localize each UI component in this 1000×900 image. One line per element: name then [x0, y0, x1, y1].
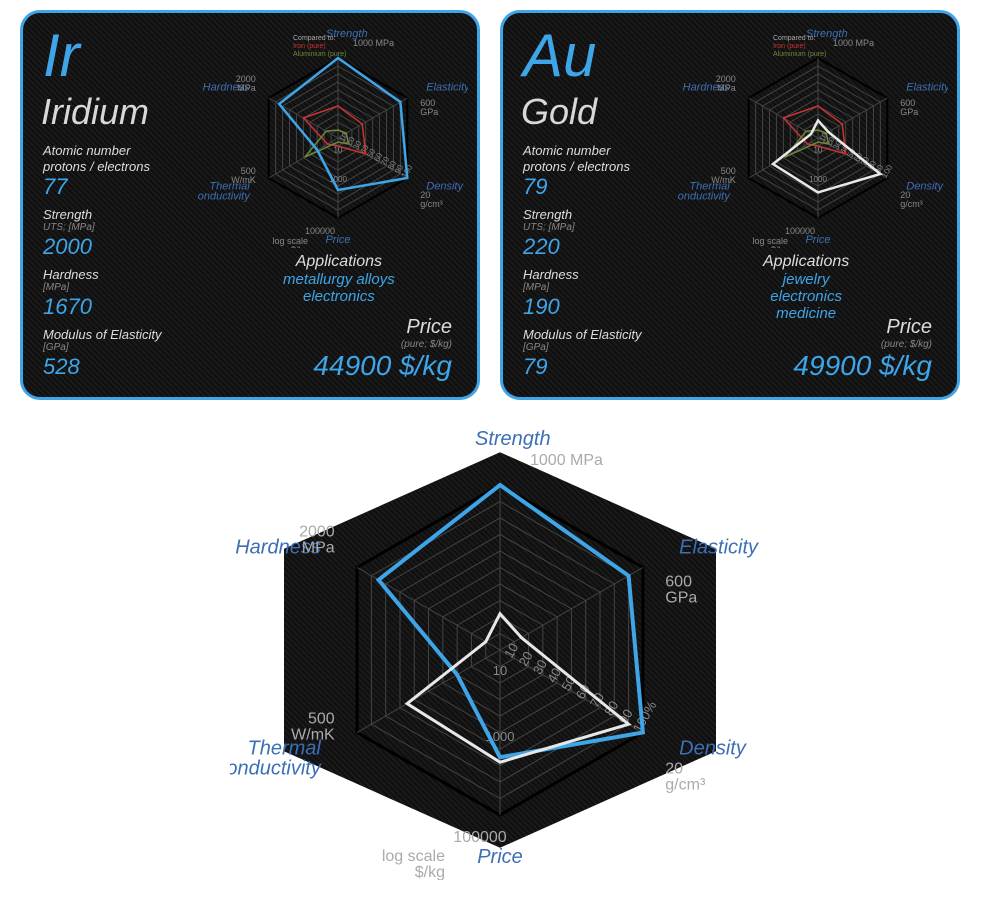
- svg-text:$/kg: $/kg: [415, 864, 445, 880]
- svg-text:1000 MPa: 1000 MPa: [353, 38, 394, 48]
- hardness-sub: [MPa]: [523, 282, 642, 294]
- svg-text:GPa: GPa: [900, 107, 918, 117]
- svg-text:g/cm³: g/cm³: [420, 199, 443, 209]
- svg-text:1000: 1000: [809, 175, 827, 184]
- svg-text:Strength: Strength: [475, 428, 551, 450]
- svg-text:Density: Density: [426, 181, 464, 193]
- svg-text:MPa: MPa: [717, 83, 736, 93]
- radar-chart-iridium: 102030405060708090100100010Strength1000 …: [198, 28, 468, 248]
- modulus-label: Modulus of Elasticity: [43, 327, 162, 343]
- svg-text:Aluminium (pure): Aluminium (pure): [773, 51, 826, 58]
- atomic-value: 77: [43, 174, 162, 200]
- hardness-sub: [MPa]: [43, 282, 162, 294]
- strength-sub: UTS; [MPa]: [43, 222, 162, 234]
- atomic-value: 79: [523, 174, 642, 200]
- radar-chart-gold: 102030405060708090100100010Strength1000 …: [678, 28, 948, 248]
- hardness-value: 1670: [43, 294, 162, 320]
- applications: Applications metallurgy alloyselectronic…: [283, 253, 395, 305]
- properties-list: Atomic numberprotons / electrons 77 Stre…: [43, 143, 162, 387]
- price-block: Price (pure; $/kg) 49900 $/kg: [793, 316, 932, 382]
- svg-text:Compared to:: Compared to:: [773, 35, 815, 42]
- properties-list: Atomic numberprotons / electrons 79 Stre…: [523, 143, 642, 387]
- element-symbol: Au: [523, 21, 596, 90]
- svg-text:Elasticity: Elasticity: [906, 82, 948, 94]
- svg-text:20: 20: [665, 761, 683, 778]
- svg-text:Compared to:: Compared to:: [293, 35, 335, 42]
- svg-text:100000: 100000: [453, 829, 506, 846]
- strength-label: Strength: [43, 207, 162, 223]
- svg-text:g/cm³: g/cm³: [900, 199, 923, 209]
- svg-text:Iron (pure): Iron (pure): [293, 43, 326, 50]
- hardness-label: Hardness: [523, 267, 642, 283]
- svg-text:$/kg: $/kg: [291, 245, 308, 248]
- element-symbol: Ir: [43, 21, 80, 90]
- svg-text:W/mK: W/mK: [231, 175, 256, 185]
- strength-sub: UTS; [MPa]: [523, 222, 642, 234]
- price-title: Price: [313, 316, 452, 339]
- svg-text:MPa: MPa: [302, 540, 335, 557]
- svg-text:Conductivity: Conductivity: [230, 758, 322, 780]
- svg-text:W/mK: W/mK: [291, 727, 335, 744]
- apps-lines: metallurgy alloyselectronics: [283, 271, 395, 305]
- svg-text:g/cm³: g/cm³: [665, 777, 706, 794]
- apps-title: Applications: [283, 253, 395, 271]
- svg-text:10: 10: [493, 663, 507, 678]
- element-name: Gold: [521, 91, 597, 133]
- price-sub: (pure; $/kg): [313, 339, 452, 350]
- comparison-radar-chart: 102030405060708090100%100010Strength1000…: [230, 420, 770, 880]
- svg-text:100000: 100000: [785, 226, 815, 236]
- svg-text:500: 500: [308, 711, 335, 728]
- price-title: Price: [793, 316, 932, 339]
- svg-text:$/kg: $/kg: [771, 245, 788, 248]
- svg-text:2000: 2000: [299, 524, 335, 541]
- svg-text:GPa: GPa: [420, 107, 438, 117]
- svg-text:100000: 100000: [305, 226, 335, 236]
- strength-value: 220: [523, 234, 642, 260]
- apps-title: Applications: [763, 253, 849, 271]
- svg-text:1000 MPa: 1000 MPa: [833, 38, 874, 48]
- applications: Applications jewelryelectronicsmedicine: [763, 253, 849, 322]
- atomic-label: Atomic numberprotons / electrons: [523, 143, 642, 174]
- svg-text:Elasticity: Elasticity: [426, 82, 468, 94]
- element-card-iridium: Ir Iridium Atomic numberprotons / electr…: [20, 10, 480, 400]
- svg-text:Iron (pure): Iron (pure): [773, 43, 806, 50]
- apps-lines: jewelryelectronicsmedicine: [763, 271, 849, 322]
- svg-text:GPa: GPa: [665, 590, 697, 607]
- svg-text:MPa: MPa: [237, 83, 256, 93]
- svg-text:Density: Density: [679, 738, 747, 760]
- svg-text:600: 600: [665, 574, 692, 591]
- modulus-sub: [GPa]: [43, 342, 162, 354]
- svg-text:1000 MPa: 1000 MPa: [530, 452, 603, 469]
- svg-text:Price: Price: [477, 846, 523, 868]
- svg-text:Elasticity: Elasticity: [679, 537, 759, 559]
- modulus-label: Modulus of Elasticity: [523, 327, 642, 343]
- price-sub: (pure; $/kg): [793, 339, 932, 350]
- svg-text:log scale: log scale: [382, 848, 445, 865]
- svg-text:Conductivity: Conductivity: [198, 191, 251, 203]
- hardness-label: Hardness: [43, 267, 162, 283]
- price-block: Price (pure; $/kg) 44900 $/kg: [313, 316, 452, 382]
- modulus-sub: [GPa]: [523, 342, 642, 354]
- atomic-label: Atomic numberprotons / electrons: [43, 143, 162, 174]
- strength-value: 2000: [43, 234, 162, 260]
- hardness-value: 190: [523, 294, 642, 320]
- svg-text:W/mK: W/mK: [711, 175, 736, 185]
- modulus-value: 79: [523, 354, 642, 380]
- modulus-value: 528: [43, 354, 162, 380]
- element-card-gold: Au Gold Atomic numberprotons / electrons…: [500, 10, 960, 400]
- svg-text:100: 100: [880, 163, 895, 180]
- svg-text:Conductivity: Conductivity: [678, 191, 731, 203]
- price-value: 44900 $/kg: [313, 350, 452, 382]
- svg-text:Density: Density: [906, 181, 944, 193]
- element-name: Iridium: [41, 91, 149, 133]
- svg-text:Aluminium (pure): Aluminium (pure): [293, 51, 346, 58]
- price-value: 49900 $/kg: [793, 350, 932, 382]
- strength-label: Strength: [523, 207, 642, 223]
